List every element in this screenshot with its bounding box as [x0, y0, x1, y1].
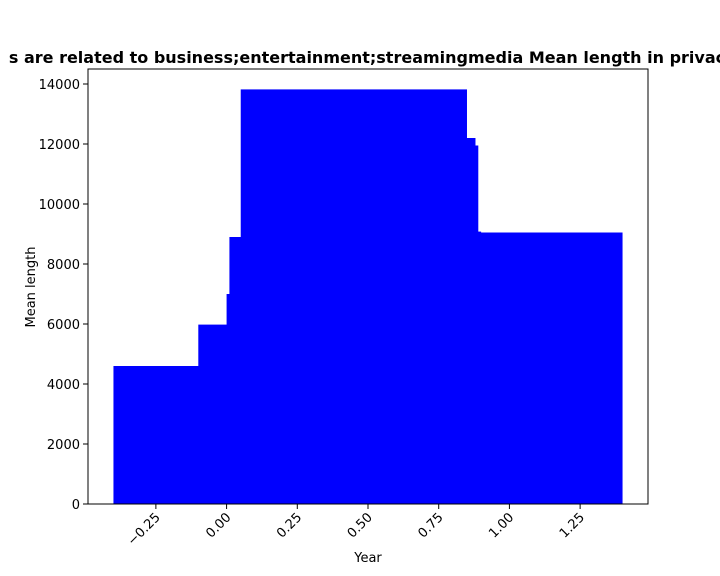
x-tick-label: 0.25	[274, 510, 305, 541]
x-tick-label: 1.00	[486, 510, 517, 541]
x-tick-label: −0.25	[125, 510, 164, 549]
y-tick-label: 8000	[47, 258, 80, 273]
y-tick-label: 12000	[39, 138, 80, 153]
y-axis: 0 2000 4000 6000 8000 10000 12000 14000	[39, 78, 88, 513]
x-tick-label: 0.75	[415, 510, 446, 541]
bar-8	[396, 232, 623, 504]
x-tick-label: 0.50	[345, 510, 376, 541]
chart-title: s are related to business;entertainment;…	[9, 48, 720, 67]
y-tick-label: 14000	[39, 78, 80, 93]
y-tick-label: 2000	[47, 438, 80, 453]
y-tick-label: 6000	[47, 318, 80, 333]
y-tick-label: 4000	[47, 378, 80, 393]
x-axis: −0.25 0.00 0.25 0.50 0.75 1.00 1.25	[125, 504, 588, 549]
y-axis-label: Mean length	[24, 247, 39, 328]
bar-group	[113, 89, 623, 505]
y-tick-label: 10000	[39, 198, 80, 213]
x-tick-label: 1.25	[557, 510, 588, 541]
x-tick-label: 0.00	[203, 510, 234, 541]
x-axis-label: Year	[353, 551, 382, 566]
y-tick-label: 0	[72, 498, 80, 513]
